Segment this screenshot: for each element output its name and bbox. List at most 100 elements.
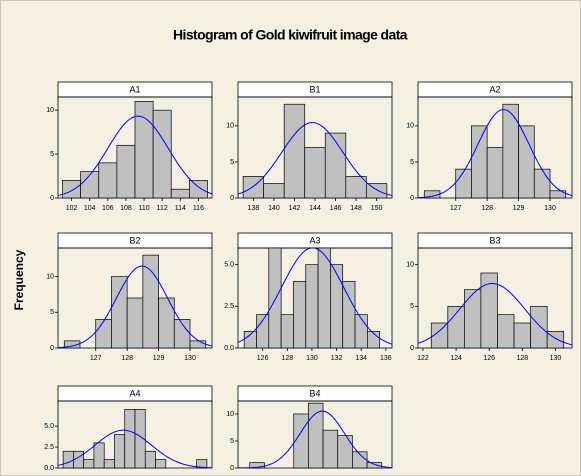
bar — [317, 247, 331, 349]
panel-title: A3 — [309, 235, 320, 245]
fit-curve — [58, 115, 212, 196]
x-tick-label: 128 — [281, 355, 293, 362]
panel-title: B3 — [489, 235, 500, 245]
x-tick-label: 142 — [289, 205, 301, 212]
bar — [98, 162, 118, 199]
y-tick-label: 5 — [230, 438, 234, 445]
bar — [308, 402, 324, 469]
y-tick-label: 0 — [50, 195, 54, 202]
x-tick-label: 130 — [544, 205, 556, 212]
y-tick-label: 2.5 — [224, 303, 234, 310]
x-tick-label: 140 — [268, 205, 280, 212]
bar — [322, 429, 339, 469]
bar — [354, 314, 368, 349]
bar — [365, 183, 388, 199]
y-tick-label: 5 — [50, 151, 54, 158]
y-tick-label: 10 — [406, 123, 414, 130]
bar — [352, 451, 368, 469]
fit-curve — [238, 122, 392, 196]
x-tick-label: 144 — [309, 205, 321, 212]
bar — [324, 132, 347, 199]
x-tick-label: 126 — [257, 355, 269, 362]
panel: B1 0 5 10 138 140 142 144 146 148 150 — [226, 81, 393, 212]
y-tick-label: 0 — [230, 195, 234, 202]
bar — [293, 413, 309, 469]
x-tick-label: 127 — [90, 355, 102, 362]
chart-title: Histogram of Gold kiwifruit image data — [173, 27, 408, 43]
x-tick-label: 112 — [157, 205, 168, 212]
bar — [152, 109, 172, 199]
bar — [83, 459, 95, 469]
bar — [144, 450, 156, 469]
panel: B3 0 5 10 122 124 126 128 130 — [406, 232, 573, 362]
bar — [486, 147, 504, 199]
x-tick-label: 110 — [138, 205, 149, 212]
x-tick-label: 130 — [550, 355, 562, 362]
bar — [196, 459, 208, 469]
x-tick-label: 116 — [193, 205, 204, 212]
x-tick-label: 130 — [306, 355, 318, 362]
x-tick-label: 146 — [330, 205, 342, 212]
bar — [126, 297, 144, 349]
y-tick-label: 10 — [226, 123, 234, 130]
y-tick-label: 5.0 — [44, 423, 54, 430]
fit-curve — [58, 429, 212, 468]
panel-title: B2 — [129, 235, 140, 245]
y-tick-label: 5 — [50, 309, 54, 316]
bar — [337, 435, 353, 469]
bar — [142, 254, 159, 349]
y-tick-label: 5.0 — [224, 262, 234, 269]
bar — [283, 103, 306, 199]
x-tick-label: 150 — [371, 205, 383, 212]
y-tick-label: 0.0 — [224, 345, 234, 352]
bar — [304, 147, 326, 199]
panel-title: A4 — [129, 388, 140, 398]
bar — [533, 168, 551, 199]
y-tick-label: 10 — [406, 262, 414, 269]
panel-title: A1 — [129, 84, 140, 94]
y-tick-label: 0 — [410, 345, 414, 352]
x-tick-label: 102 — [66, 205, 78, 212]
y-tick-label: 10 — [46, 273, 54, 280]
bar — [518, 125, 535, 199]
bar — [342, 280, 356, 349]
x-tick-label: 128 — [121, 355, 133, 362]
bar — [546, 330, 565, 349]
x-tick-label: 128 — [481, 205, 493, 212]
fit-curve — [238, 410, 392, 468]
fit-curve — [418, 109, 572, 198]
panel-title: B1 — [309, 84, 320, 94]
y-tick-label: 10 — [226, 411, 234, 418]
bar — [549, 190, 567, 199]
bar — [366, 462, 383, 469]
bar — [268, 247, 282, 349]
x-tick-label: 128 — [516, 355, 528, 362]
bar — [455, 168, 472, 199]
bar — [95, 319, 112, 349]
bar — [330, 264, 344, 349]
y-axis-label: Frequency — [12, 249, 26, 310]
bar — [480, 272, 498, 349]
bar — [447, 305, 465, 349]
x-tick-label: 129 — [153, 355, 165, 362]
fit-curve — [238, 248, 392, 345]
bar — [497, 314, 515, 349]
panel: B4 0 5 10 — [226, 385, 393, 472]
bar — [243, 330, 257, 349]
bar — [513, 322, 531, 349]
bar — [93, 442, 105, 469]
x-tick-label: 108 — [120, 205, 132, 212]
bar — [170, 188, 190, 199]
y-tick-label: 0 — [410, 195, 414, 202]
fit-curve — [418, 283, 572, 346]
fit-curve — [58, 265, 212, 348]
bar — [530, 305, 548, 349]
x-tick-label: 114 — [175, 205, 186, 212]
y-tick-label: 5 — [410, 159, 414, 166]
bar — [114, 434, 126, 469]
bar — [134, 409, 146, 469]
x-tick-label: 134 — [355, 355, 367, 362]
x-tick-label: 127 — [450, 205, 462, 212]
x-tick-label: 126 — [483, 355, 495, 362]
